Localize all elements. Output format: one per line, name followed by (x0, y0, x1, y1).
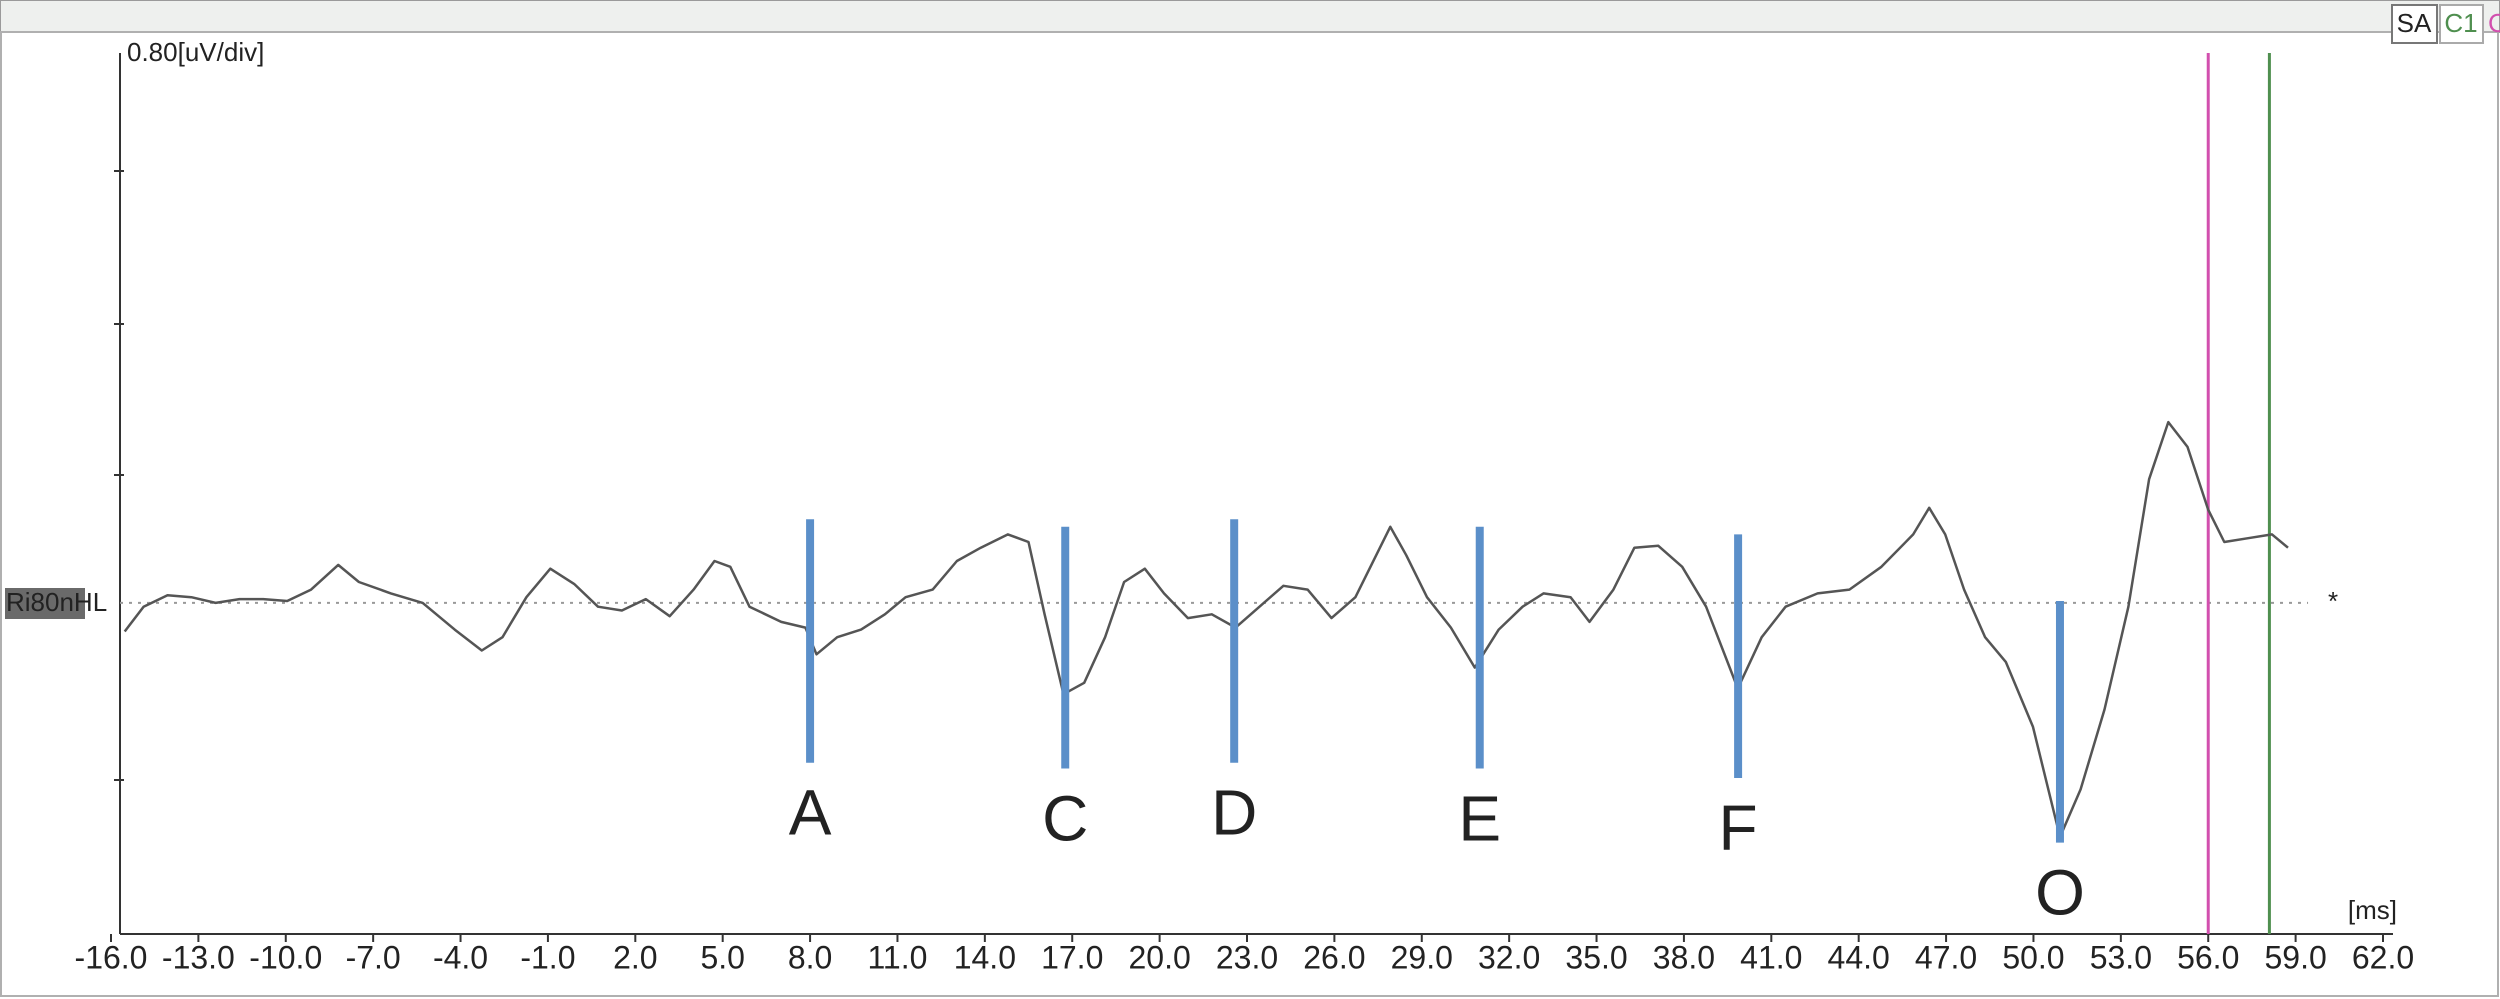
x-tick-label: -10.0 (249, 939, 322, 975)
y-axis-label: 0.80[uV/div] (127, 37, 264, 67)
x-tick-label: 11.0 (868, 939, 928, 975)
peak-label: O (2035, 857, 2085, 929)
peak-label: E (1458, 782, 1501, 854)
baseline-marker: * (2328, 586, 2338, 616)
plot-frame (0, 31, 2499, 997)
tab-sa[interactable] (2391, 4, 2438, 44)
tab-label[interactable]: SA (2397, 8, 2432, 38)
trace (123, 420, 2289, 839)
x-tick-label: 41.0 (1740, 939, 1802, 975)
x-tick-label: -1.0 (520, 939, 575, 975)
peak-label: C (1042, 782, 1088, 854)
tab-c1[interactable] (2439, 4, 2484, 44)
x-tick-label: -7.0 (346, 939, 401, 975)
x-tick-label: 17.0 (1041, 939, 1103, 975)
x-tick-label: 2.0 (613, 939, 657, 975)
x-tick-label: 20.0 (1128, 939, 1190, 975)
x-tick-label: -16.0 (75, 939, 148, 975)
peak-label: A (789, 777, 832, 849)
x-tick-label: 32.0 (1478, 939, 1540, 975)
peak-label: D (1211, 777, 1257, 849)
x-tick-label: 59.0 (2264, 939, 2326, 975)
x-tick-label: -4.0 (433, 939, 488, 975)
x-tick-label: 5.0 (700, 939, 744, 975)
x-tick-label: 50.0 (2002, 939, 2064, 975)
x-tick-label: 62.0 (2352, 939, 2414, 975)
x-tick-label: 56.0 (2177, 939, 2239, 975)
x-tick-label: 38.0 (1653, 939, 1715, 975)
x-tick-label: -13.0 (162, 939, 235, 975)
peak-label: F (1719, 792, 1758, 864)
x-tick-label: 47.0 (1915, 939, 1977, 975)
x-tick-label: 35.0 (1565, 939, 1627, 975)
tab-label[interactable]: C (2488, 8, 2500, 38)
tab-label[interactable]: C1 (2444, 8, 2477, 38)
x-tick-label: 29.0 (1391, 939, 1453, 975)
x-axis-label: [ms] (2348, 895, 2397, 925)
x-tick-label: 44.0 (1828, 939, 1890, 975)
title-strip (0, 0, 2500, 33)
x-tick-label: 23.0 (1216, 939, 1278, 975)
channel-label-box (5, 588, 85, 619)
x-tick-label: 26.0 (1303, 939, 1365, 975)
x-tick-label: 14.0 (954, 939, 1016, 975)
x-tick-label: 53.0 (2090, 939, 2152, 975)
x-tick-label: 8.0 (788, 939, 832, 975)
channel-label: Ri80nHL (6, 587, 107, 617)
